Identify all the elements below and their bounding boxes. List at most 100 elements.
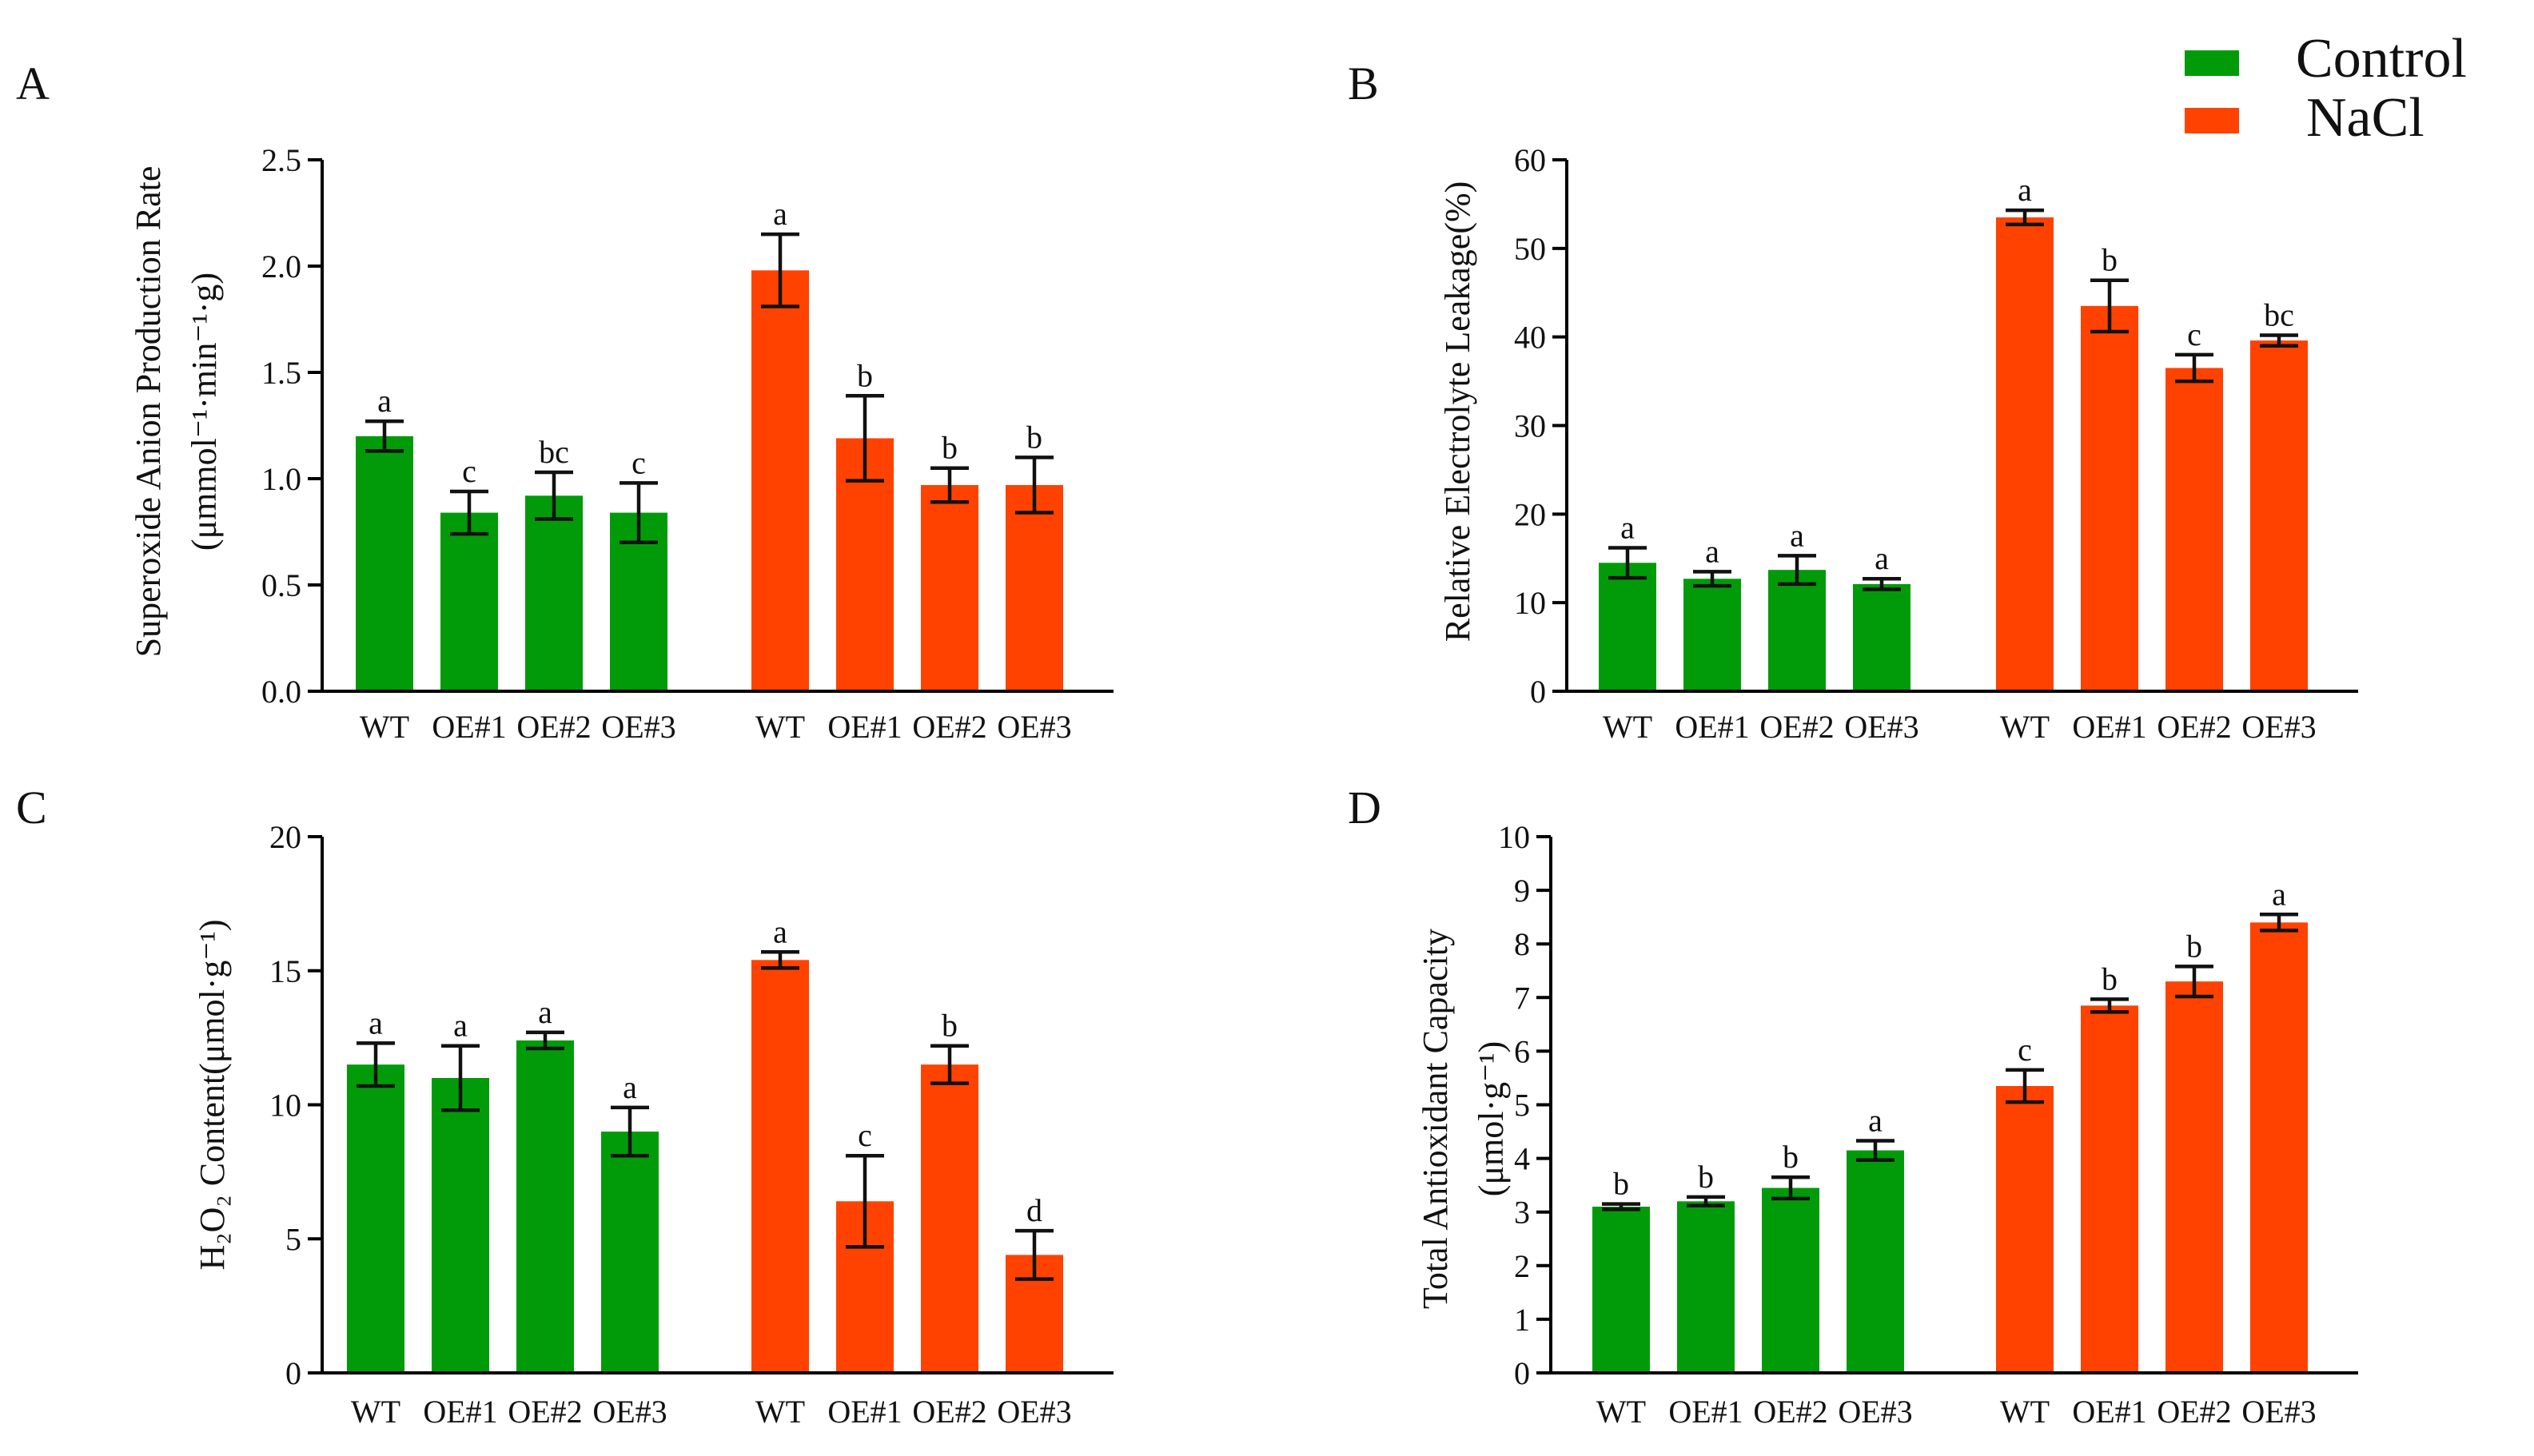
sig-letter-b-nacl-0: a [2018, 172, 2032, 208]
legend-label-control: Control [2296, 28, 2467, 90]
y-tick-label-a-4: 2.0 [261, 249, 301, 284]
x-tick-label-a-nacl-0: WT [755, 709, 805, 745]
x-tick-label-c-control-1: OE#1 [423, 1394, 497, 1430]
legend-swatch-nacl [2185, 108, 2239, 133]
bar-c-control-0 [347, 1064, 404, 1373]
x-tick-label-a-nacl-1: OE#1 [827, 709, 902, 745]
error-bar-d-control-0 [1602, 1202, 1640, 1211]
x-tick-label-a-control-1: OE#1 [432, 709, 506, 745]
error-bar-d-nacl-2 [2175, 965, 2213, 999]
x-tick-label-b-control-0: WT [1603, 709, 1652, 745]
error-bar-b-nacl-3 [2260, 333, 2298, 348]
panel-letter-d: D [1348, 782, 1381, 833]
bar-d-nacl-0 [1996, 1086, 2054, 1373]
error-bar-c-control-0 [357, 1041, 395, 1088]
error-bar-b-nacl-0 [2006, 208, 2044, 227]
x-tick-label-d-control-3: OE#3 [1838, 1394, 1912, 1430]
bar-b-control-1 [1683, 579, 1741, 691]
bar-a-control-0 [356, 436, 413, 691]
y-axis-title-a: Superoxide Anion Production Rate (μmmol⁻… [129, 166, 224, 658]
y-tick-label-d-5: 5 [1514, 1088, 1530, 1124]
x-axis-labels-b: WT OE#1 OE#2 OE#3 WT OE#1 OE#2 OE#3 [1603, 709, 2317, 745]
legend-label-nacl: NaCl [2306, 87, 2424, 149]
y-tick-label-d-4: 4 [1514, 1141, 1530, 1177]
error-bar-a-control-2 [535, 470, 573, 521]
error-bar-b-control-0 [1608, 546, 1647, 580]
sig-letter-a-nacl-1: b [857, 357, 873, 393]
bar-a-control-1 [440, 512, 498, 691]
error-bar-a-control-3 [620, 481, 658, 545]
error-bar-a-nacl-2 [930, 466, 969, 504]
axis-frame-d [1549, 837, 2358, 1374]
x-tick-label-c-nacl-1: OE#1 [827, 1394, 902, 1430]
y-tick-label-d-3: 3 [1514, 1195, 1530, 1231]
error-bar-a-nacl-3 [1015, 455, 1054, 515]
sig-letter-a-control-2: bc [539, 434, 569, 470]
bar-d-nacl-2 [2165, 981, 2223, 1373]
y-axis-ticks-b: 0 10 20 30 40 50 60 [1514, 142, 1567, 710]
y-axis-ticks-d: 0 1 2 3 4 5 6 7 8 9 10 [1498, 819, 1551, 1391]
y-tick-label-d-10: 10 [1498, 819, 1530, 855]
x-tick-label-d-nacl-0: WT [2000, 1394, 2050, 1430]
bar-d-nacl-1 [2081, 1005, 2138, 1373]
x-tick-label-a-control-0: WT [360, 709, 409, 745]
sig-letter-b-nacl-1: b [2102, 242, 2118, 278]
error-bar-d-control-2 [1771, 1175, 1810, 1201]
sig-letter-c-control-2: a [538, 994, 552, 1030]
bar-d-control-0 [1592, 1206, 1650, 1373]
sig-letter-a-nacl-2: b [942, 430, 958, 466]
bar-b-nacl-0 [1996, 217, 2054, 692]
y-tick-label-d-7: 7 [1514, 980, 1530, 1016]
sig-letter-c-nacl-3: d [1026, 1192, 1042, 1228]
sig-letter-b-nacl-2: c [2187, 316, 2201, 352]
sig-letter-a-control-0: a [377, 383, 392, 419]
panel-a: A Superoxide Anion Production Rate (μmmo… [16, 58, 1114, 745]
y-axis-title-a-line1: Superoxide Anion Production Rate [129, 166, 168, 658]
sig-letter-b-nacl-3: bc [2264, 296, 2294, 332]
sig-letter-a-nacl-0: a [773, 196, 787, 232]
bar-b-nacl-1 [2081, 305, 2138, 691]
x-tick-label-a-nacl-2: OE#2 [912, 709, 986, 745]
x-tick-label-d-control-0: WT [1596, 1394, 1646, 1430]
panel-letter-b: B [1348, 58, 1379, 109]
error-bar-d-nacl-0 [2006, 1068, 2044, 1104]
sig-letter-d-control-3: a [1868, 1102, 1883, 1138]
sig-letter-a-control-1: c [462, 453, 476, 489]
x-tick-label-d-nacl-3: OE#3 [2241, 1394, 2316, 1430]
sig-letter-a-control-3: c [632, 444, 646, 480]
y-tick-label-d-6: 6 [1514, 1033, 1530, 1069]
bar-b-control-2 [1768, 570, 1826, 691]
x-axis-labels-d: WT OE#1 OE#2 OE#3 WT OE#1 OE#2 OE#3 [1596, 1394, 2317, 1430]
panel-letter-a: A [16, 58, 50, 109]
sig-letter-c-nacl-2: b [942, 1008, 958, 1044]
x-tick-label-b-nacl-1: OE#1 [2072, 709, 2146, 745]
bar-d-control-1 [1677, 1201, 1735, 1373]
bar-b-control-3 [1853, 583, 1910, 691]
y-tick-label-c-1: 5 [285, 1221, 301, 1257]
legend: Control NaCl [2185, 28, 2467, 149]
legend-swatch-control [2185, 50, 2239, 76]
y-tick-label-b-3: 30 [1514, 408, 1546, 444]
x-tick-label-d-nacl-2: OE#2 [2157, 1394, 2231, 1430]
y-tick-label-c-4: 20 [269, 819, 301, 855]
sig-letter-b-control-1: a [1705, 533, 1719, 569]
x-tick-label-c-control-3: OE#3 [592, 1394, 667, 1430]
bar-a-nacl-3 [1006, 484, 1063, 691]
bar-b-nacl-3 [2250, 340, 2308, 691]
error-bar-b-control-2 [1778, 554, 1816, 587]
panel-letter-c: C [16, 782, 47, 833]
y-tick-label-b-4: 40 [1514, 320, 1546, 356]
sig-letter-d-nacl-2: b [2186, 928, 2202, 964]
bar-d-nacl-3 [2250, 922, 2308, 1373]
error-bar-c-control-3 [611, 1105, 649, 1158]
x-tick-label-d-nacl-1: OE#1 [2072, 1394, 2146, 1430]
error-bar-b-nacl-1 [2090, 278, 2129, 334]
y-tick-label-a-3: 1.5 [261, 355, 301, 391]
bar-a-nacl-0 [751, 270, 809, 691]
bar-d-control-2 [1762, 1187, 1819, 1373]
bar-c-nacl-2 [921, 1064, 978, 1373]
x-tick-label-c-nacl-0: WT [755, 1394, 805, 1430]
y-tick-label-c-2: 10 [269, 1088, 301, 1124]
x-tick-label-b-control-2: OE#2 [1759, 709, 1834, 745]
